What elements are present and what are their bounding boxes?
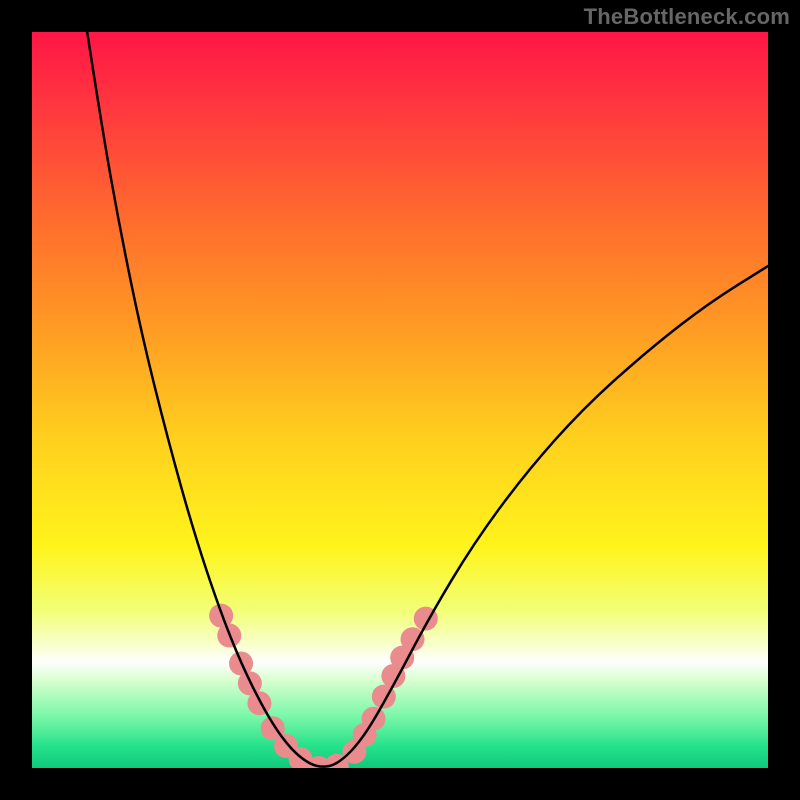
curve-marker xyxy=(247,691,271,715)
curve-chart xyxy=(0,0,800,800)
watermark-text: TheBottleneck.com xyxy=(584,4,790,30)
border-bottom xyxy=(0,768,800,800)
border-left xyxy=(0,0,32,800)
border-right xyxy=(768,0,800,800)
